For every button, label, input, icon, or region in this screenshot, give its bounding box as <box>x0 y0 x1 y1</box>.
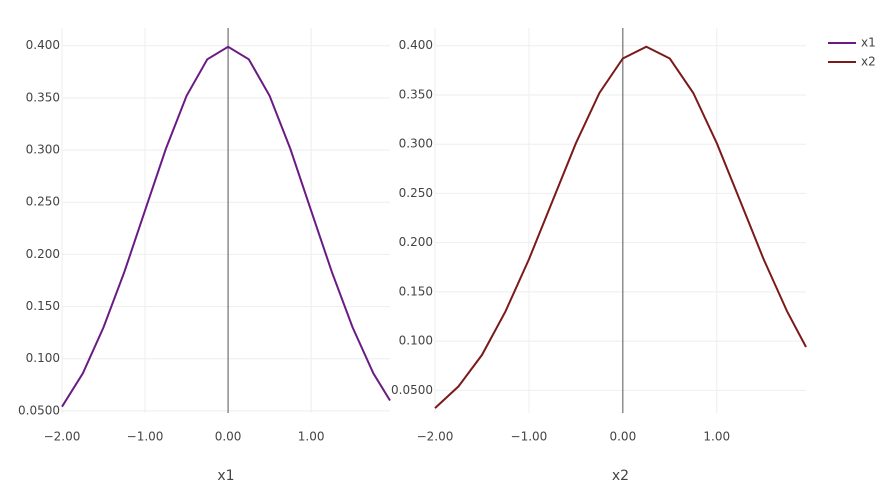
y-tick-label: 0.200 <box>399 235 433 249</box>
y-tick-label: 0.400 <box>26 38 60 52</box>
x-tick-label: −2.00 <box>44 430 81 444</box>
line-series <box>61 45 391 408</box>
x-tick-label: −1.00 <box>127 430 164 444</box>
y-tick-label: 0.250 <box>399 186 433 200</box>
y-tick-label: 0.100 <box>399 334 433 348</box>
y-tick-label: 0.300 <box>399 137 433 151</box>
legend-label: x2 <box>861 55 876 69</box>
x-axis-title: x1 <box>217 468 234 484</box>
y-tick-label: 0.100 <box>26 351 60 365</box>
x-tick-label: −2.00 <box>417 430 454 444</box>
x-tick-label: −1.00 <box>511 430 548 444</box>
x-tick-label: 1.00 <box>298 430 325 444</box>
y-tick-label: 0.150 <box>26 299 60 313</box>
x-tick-label: 0.00 <box>215 430 242 444</box>
y-tick-label: 0.0500 <box>18 403 60 417</box>
y-tick-label: 0.300 <box>26 143 60 157</box>
y-tick-label: 0.350 <box>399 87 433 101</box>
x-tick-label: 0.00 <box>609 430 636 444</box>
y-tick-label: 0.400 <box>399 38 433 52</box>
x-axis-title: x2 <box>612 468 629 484</box>
y-tick-label: 0.350 <box>26 90 60 104</box>
y-tick-label: 0.0500 <box>391 383 433 397</box>
legend-label: x1 <box>861 36 876 50</box>
y-tick-label: 0.250 <box>26 195 60 209</box>
y-tick-label: 0.200 <box>26 247 60 261</box>
line-series <box>434 45 807 409</box>
x-tick-label: 1.00 <box>703 430 730 444</box>
y-tick-label: 0.150 <box>399 284 433 298</box>
